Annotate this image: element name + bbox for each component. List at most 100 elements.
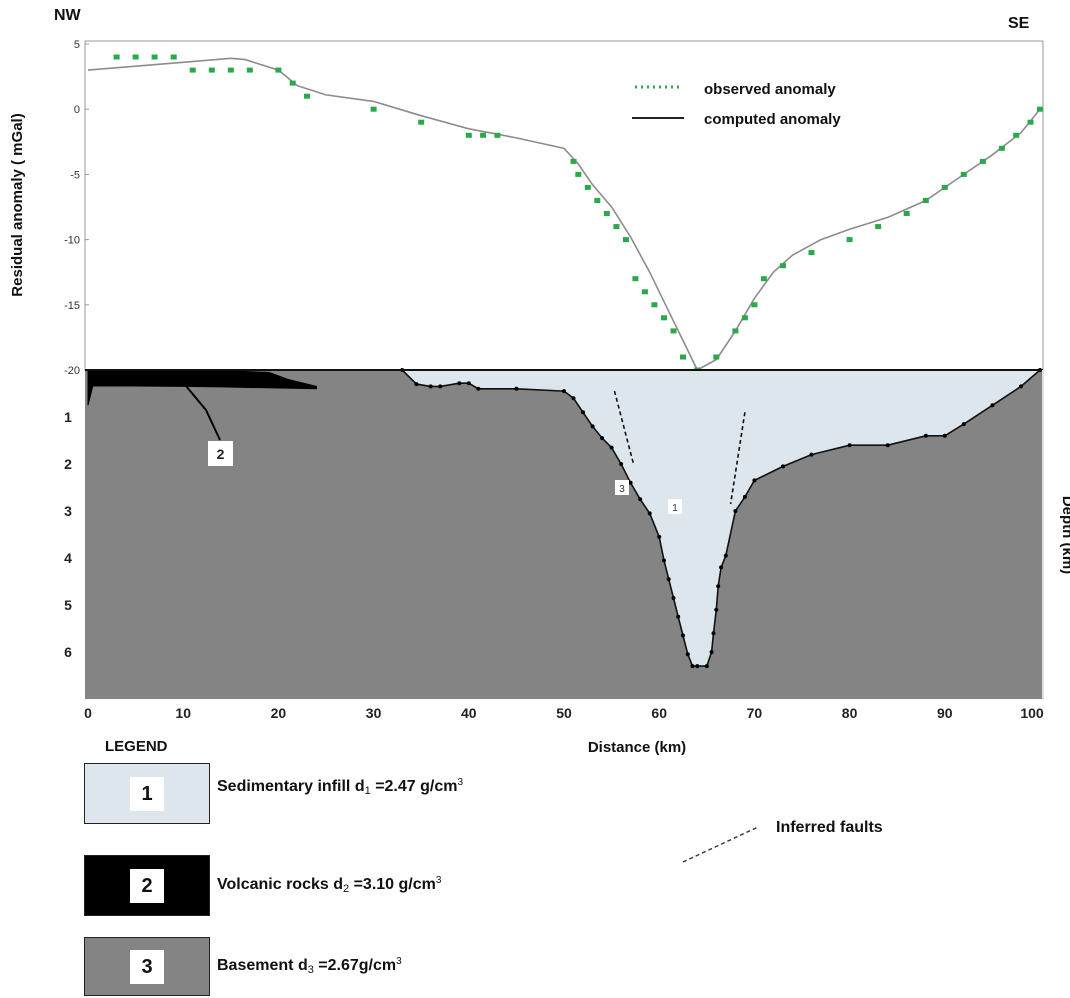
observed-anomaly-point bbox=[603, 211, 610, 216]
sedimentary-vertex bbox=[711, 631, 716, 636]
observed-anomaly-point bbox=[670, 328, 677, 334]
inferred-fault-lines bbox=[613, 390, 746, 505]
observed-anomaly-point bbox=[1037, 106, 1043, 112]
depth-tick-label: 2 bbox=[64, 456, 72, 472]
computed-anomaly-line bbox=[87, 57, 1041, 372]
legend-value-2: =3.10 g/cm bbox=[353, 876, 436, 893]
body-label-3-box bbox=[615, 480, 629, 495]
observed-anomaly-point bbox=[113, 54, 120, 60]
sedimentary-vertex bbox=[657, 534, 662, 539]
observed-anomaly-point bbox=[613, 224, 620, 230]
depth-tick-label: 6 bbox=[64, 644, 72, 660]
inferred-fault-line bbox=[613, 390, 635, 465]
anomaly-y-tick-label: -20 bbox=[64, 365, 80, 377]
legend-label-sedimentary: Sedimentary infill d1 =2.47 g/cm3 bbox=[217, 777, 463, 797]
observed-anomaly-point bbox=[246, 67, 253, 73]
legend-subscript-1: 1 bbox=[364, 785, 371, 797]
distance-tick-label: 100 bbox=[1020, 705, 1044, 721]
distance-x-axis: 0 10 20 30 40 50 60 70 80 90 100 bbox=[84, 705, 1044, 721]
anomaly-y-axis: 5 0 -5 -10 -15 -20 bbox=[64, 39, 89, 377]
observed-anomaly-point bbox=[960, 171, 967, 177]
body-label-1: 1 bbox=[672, 503, 678, 514]
observed-anomaly-point bbox=[732, 328, 739, 334]
anomaly-y-tick-label: -15 bbox=[64, 300, 80, 312]
observed-anomaly-point bbox=[494, 132, 501, 138]
sedimentary-vertex bbox=[781, 464, 785, 469]
observed-anomaly-point bbox=[1027, 119, 1034, 125]
sedimentary-vertex bbox=[885, 443, 890, 448]
distance-tick-label: 50 bbox=[556, 705, 572, 721]
distance-x-axis-label: Distance (km) bbox=[588, 739, 686, 756]
observed-anomaly-point bbox=[575, 171, 582, 177]
anomaly-y-tick-label: -5 bbox=[70, 169, 80, 181]
legend-swatch-number-2: 2 bbox=[130, 868, 164, 903]
legend-label-basement: Basement d3 =2.67g/cm3 bbox=[217, 956, 402, 976]
observed-anomaly-point bbox=[680, 354, 686, 360]
sedimentary-vertex bbox=[638, 497, 643, 502]
observed-anomaly-point bbox=[979, 158, 986, 164]
sedimentary-vertex bbox=[619, 462, 624, 466]
observed-anomaly-point bbox=[941, 184, 948, 190]
sedimentary-vertex bbox=[600, 436, 605, 441]
legend-subscript-2: 2 bbox=[343, 883, 350, 895]
observed-anomaly-point bbox=[741, 315, 748, 321]
sedimentary-vertex bbox=[581, 410, 585, 415]
observed-anomaly-point bbox=[760, 276, 767, 282]
sedimentary-vertex bbox=[695, 664, 700, 669]
anomaly-plot-frame bbox=[84, 40, 1044, 371]
depth-tick-label: 4 bbox=[64, 550, 72, 566]
observed-anomaly-point bbox=[846, 237, 853, 243]
sedimentary-vertex bbox=[690, 664, 695, 669]
observed-anomaly-point bbox=[570, 158, 577, 164]
sedimentary-vertex bbox=[714, 607, 719, 612]
sedimentary-vertex bbox=[466, 381, 471, 386]
observed-anomaly-point bbox=[370, 106, 377, 112]
legend-title: LEGEND bbox=[105, 738, 168, 755]
observed-anomaly-point bbox=[751, 302, 758, 308]
sedimentary-vertex bbox=[709, 650, 714, 654]
sedimentary-vertex bbox=[719, 565, 724, 570]
depth-tick-label: 3 bbox=[64, 503, 72, 519]
observed-anomaly-point bbox=[189, 67, 196, 73]
sedimentary-vertex bbox=[1019, 384, 1023, 389]
distance-tick-label: 20 bbox=[271, 705, 287, 721]
sedimentary-vertex bbox=[961, 422, 966, 427]
legend-swatch-sedimentary: 1 bbox=[84, 763, 210, 824]
distance-tick-label: 70 bbox=[747, 705, 763, 721]
anomaly-y-tick-label: 0 bbox=[74, 104, 80, 116]
sedimentary-vertex bbox=[414, 382, 419, 387]
sedimentary-vertex bbox=[662, 558, 666, 563]
observed-anomaly-point bbox=[227, 67, 234, 73]
observed-anomaly-point bbox=[208, 67, 215, 73]
observed-anomaly-point bbox=[418, 119, 425, 125]
observed-anomaly-point bbox=[632, 276, 639, 282]
observed-legend-label: observed anomaly bbox=[704, 81, 836, 98]
volcanic-rocks-body bbox=[87, 369, 317, 406]
sedimentary-vertex bbox=[676, 614, 681, 619]
legend-superscript-1: 3 bbox=[457, 777, 464, 788]
observed-anomaly-point bbox=[808, 250, 815, 256]
depth-tick-label: 1 bbox=[64, 409, 72, 425]
legend-subscript-3: 3 bbox=[307, 964, 314, 976]
corner-label-se: SE bbox=[1008, 15, 1030, 32]
sedimentary-vertex bbox=[647, 511, 652, 516]
sedimentary-vertex bbox=[428, 384, 433, 389]
observed-anomaly-point bbox=[922, 198, 929, 203]
cross-section-panel: 2 3 1 1 2 3 4 5 6 0 10 20 30 40 50 60 70 80 90 100 Dist… bbox=[64, 368, 1070, 756]
sedimentary-vertex bbox=[438, 384, 443, 389]
body-label-3: 3 bbox=[619, 484, 625, 495]
body-label-2-box bbox=[208, 441, 233, 466]
sedimentary-vertex bbox=[742, 494, 747, 499]
sedimentary-vertex bbox=[681, 633, 685, 638]
anomaly-legend: observed anomaly computed anomaly bbox=[632, 81, 841, 128]
observed-anomaly-point bbox=[713, 354, 720, 360]
sedimentary-vertex bbox=[990, 403, 995, 408]
observed-anomaly-point bbox=[641, 289, 648, 295]
observed-anomaly-point bbox=[651, 302, 658, 308]
distance-tick-label: 60 bbox=[651, 705, 667, 721]
legend-superscript-2: 3 bbox=[435, 875, 442, 886]
legend-name-1: Sedimentary infill bbox=[217, 778, 351, 795]
observed-anomaly-point bbox=[780, 263, 786, 269]
observed-anomaly-point bbox=[903, 211, 910, 216]
